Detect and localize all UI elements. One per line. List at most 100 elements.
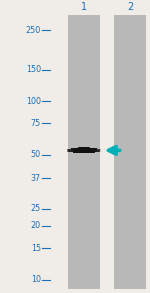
Bar	[97, 149, 98, 152]
Bar	[80, 147, 81, 153]
Bar	[73, 148, 74, 153]
Bar	[68, 15, 100, 289]
Bar	[95, 148, 96, 152]
Bar	[81, 147, 82, 154]
Bar	[87, 147, 88, 153]
Bar	[94, 148, 95, 153]
Bar	[81, 147, 82, 154]
Bar	[72, 148, 73, 152]
Bar	[83, 147, 84, 154]
Bar	[84, 147, 85, 154]
Bar	[72, 148, 73, 152]
Bar	[78, 148, 79, 153]
Bar	[96, 149, 97, 152]
Bar	[77, 148, 78, 153]
Bar	[74, 148, 75, 153]
Bar	[83, 147, 84, 154]
Bar	[86, 147, 87, 154]
Bar	[91, 148, 92, 153]
Bar	[82, 147, 83, 154]
Bar	[90, 148, 91, 153]
Bar	[69, 149, 70, 152]
Text: 1: 1	[81, 2, 87, 12]
Bar	[82, 147, 83, 154]
Bar	[95, 148, 96, 152]
Bar	[93, 148, 94, 153]
Bar	[77, 148, 78, 153]
Bar	[73, 148, 74, 153]
Bar	[75, 148, 76, 153]
Bar	[69, 149, 70, 152]
Bar	[86, 147, 87, 154]
Bar	[79, 147, 80, 153]
Bar	[72, 148, 73, 152]
Bar	[76, 148, 77, 153]
Bar	[87, 147, 88, 153]
Bar	[89, 148, 90, 153]
Text: 75: 75	[31, 119, 41, 128]
Bar	[72, 148, 73, 152]
Bar	[93, 148, 94, 153]
Bar	[98, 149, 99, 152]
Bar	[74, 148, 75, 153]
Bar	[71, 148, 72, 152]
Bar	[87, 147, 88, 153]
Bar	[83, 147, 84, 154]
Bar	[88, 147, 89, 153]
Text: 2: 2	[127, 2, 133, 12]
Bar	[76, 148, 77, 153]
Bar	[93, 148, 94, 153]
Bar	[94, 148, 95, 152]
Bar	[77, 148, 78, 153]
Bar	[74, 148, 75, 153]
Bar	[68, 149, 69, 152]
Text: 10: 10	[31, 275, 41, 284]
Bar	[94, 148, 95, 153]
Bar	[99, 149, 100, 152]
Text: 15: 15	[31, 244, 41, 253]
Bar	[67, 149, 68, 152]
Bar	[86, 147, 87, 154]
Bar	[70, 149, 71, 152]
Bar	[86, 147, 87, 154]
Bar	[89, 147, 90, 153]
Bar	[84, 147, 85, 154]
Bar	[87, 147, 88, 153]
Bar	[87, 147, 88, 153]
Bar	[88, 147, 89, 153]
Bar	[90, 148, 91, 153]
Bar	[97, 149, 98, 152]
Text: 37: 37	[31, 174, 41, 183]
Bar	[90, 148, 91, 153]
Bar	[71, 149, 72, 152]
Bar	[92, 148, 93, 153]
Bar	[70, 149, 71, 152]
Bar	[99, 149, 100, 152]
Bar	[81, 147, 82, 154]
Bar	[82, 147, 83, 154]
Bar	[93, 148, 94, 153]
Bar	[76, 148, 77, 153]
Bar	[85, 147, 86, 154]
Bar	[70, 149, 71, 152]
Bar	[70, 149, 71, 152]
Bar	[75, 148, 76, 153]
Bar	[81, 147, 82, 154]
Bar	[75, 148, 76, 153]
Bar	[69, 149, 70, 152]
Bar	[99, 149, 100, 152]
Bar	[79, 147, 80, 153]
Bar	[88, 147, 89, 153]
Bar	[85, 147, 86, 154]
Bar	[95, 148, 96, 152]
Bar	[77, 148, 78, 153]
Bar	[85, 147, 86, 154]
Bar	[80, 147, 81, 153]
Bar	[86, 147, 87, 154]
Bar	[79, 147, 80, 153]
Bar	[68, 149, 69, 152]
Bar	[75, 148, 76, 153]
Bar	[96, 149, 97, 152]
Bar	[79, 147, 80, 153]
Bar	[77, 148, 78, 153]
